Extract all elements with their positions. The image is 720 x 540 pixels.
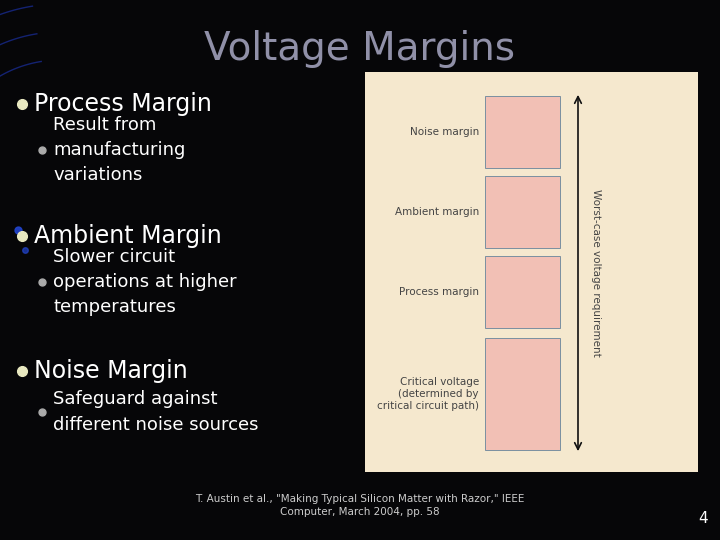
Text: 4: 4	[698, 511, 708, 526]
Text: Worst-case voltage requirement: Worst-case voltage requirement	[591, 189, 601, 357]
Text: Safeguard against
different noise sources: Safeguard against different noise source…	[53, 390, 258, 434]
Text: Noise margin: Noise margin	[410, 127, 479, 137]
Text: T. Austin et al., "Making Typical Silicon Matter with Razor," IEEE
Computer, Mar: T. Austin et al., "Making Typical Silico…	[195, 494, 525, 517]
Bar	[485, 96, 560, 168]
Text: Critical voltage
(determined by
critical circuit path): Critical voltage (determined by critical…	[377, 376, 479, 411]
Bar	[485, 176, 560, 248]
Text: Result from
manufacturing
variations: Result from manufacturing variations	[53, 116, 185, 184]
Text: Voltage Margins: Voltage Margins	[204, 30, 516, 68]
Text: Ambient Margin: Ambient Margin	[34, 224, 222, 248]
Text: Ambient margin: Ambient margin	[395, 207, 479, 217]
Text: Process margin: Process margin	[399, 287, 479, 297]
Bar	[485, 338, 560, 450]
Text: Process Margin: Process Margin	[34, 92, 212, 116]
Bar	[365, 72, 698, 472]
Bar	[485, 256, 560, 328]
Text: Slower circuit
operations at higher
temperatures: Slower circuit operations at higher temp…	[53, 248, 237, 316]
Text: Noise Margin: Noise Margin	[34, 359, 188, 383]
